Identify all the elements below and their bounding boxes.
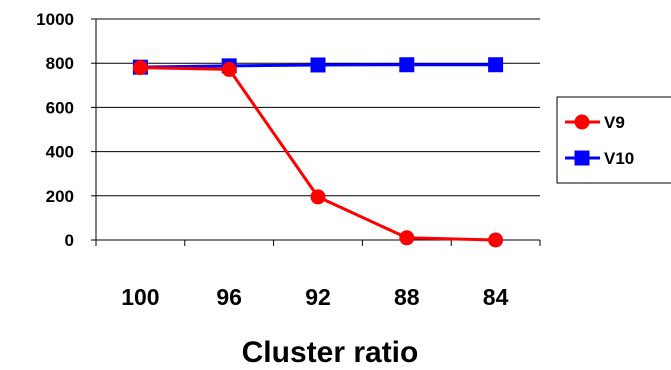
x-tick-label: 92 [305, 284, 331, 310]
x-tick-label: 100 [121, 284, 159, 310]
data-point-v9 [310, 189, 326, 205]
legend-label: V9 [604, 113, 625, 132]
y-tick-label: 400 [46, 143, 74, 162]
x-tick-label: 96 [216, 284, 242, 310]
legend-label: V10 [604, 149, 634, 168]
x-axis-ticks: 100 96 92 88 84 [95, 240, 541, 310]
data-point-v9 [399, 230, 415, 246]
x-tick-label: 84 [483, 284, 509, 310]
x-tick-label: 88 [394, 284, 420, 310]
legend-marker [574, 114, 590, 130]
y-axis-ticks: 0 200 400 600 800 1000 [36, 10, 96, 250]
legend-box [556, 96, 671, 184]
data-point-v10 [399, 57, 415, 73]
series-v10 [132, 57, 504, 75]
data-point-v9 [488, 232, 504, 248]
x-axis-label: Cluster ratio [242, 336, 419, 369]
series-v9 [132, 60, 504, 248]
data-point-v9 [221, 61, 237, 77]
y-tick-label: 800 [46, 54, 74, 73]
legend: V9 V10 [556, 96, 671, 184]
legend-marker [574, 150, 590, 166]
series-group [132, 57, 504, 248]
series-line-v9 [140, 66, 496, 242]
y-tick-label: 600 [46, 98, 74, 117]
y-tick-label: 200 [46, 187, 74, 206]
y-tick-label: 0 [65, 231, 74, 250]
legend-item-v10: V10 [565, 149, 634, 168]
y-tick-label: 1000 [36, 10, 74, 29]
data-point-v9 [132, 60, 148, 76]
legend-item-v9: V9 [565, 113, 625, 132]
data-point-v10 [488, 57, 504, 73]
data-point-v10 [310, 57, 326, 73]
grid-lines [96, 18, 540, 197]
